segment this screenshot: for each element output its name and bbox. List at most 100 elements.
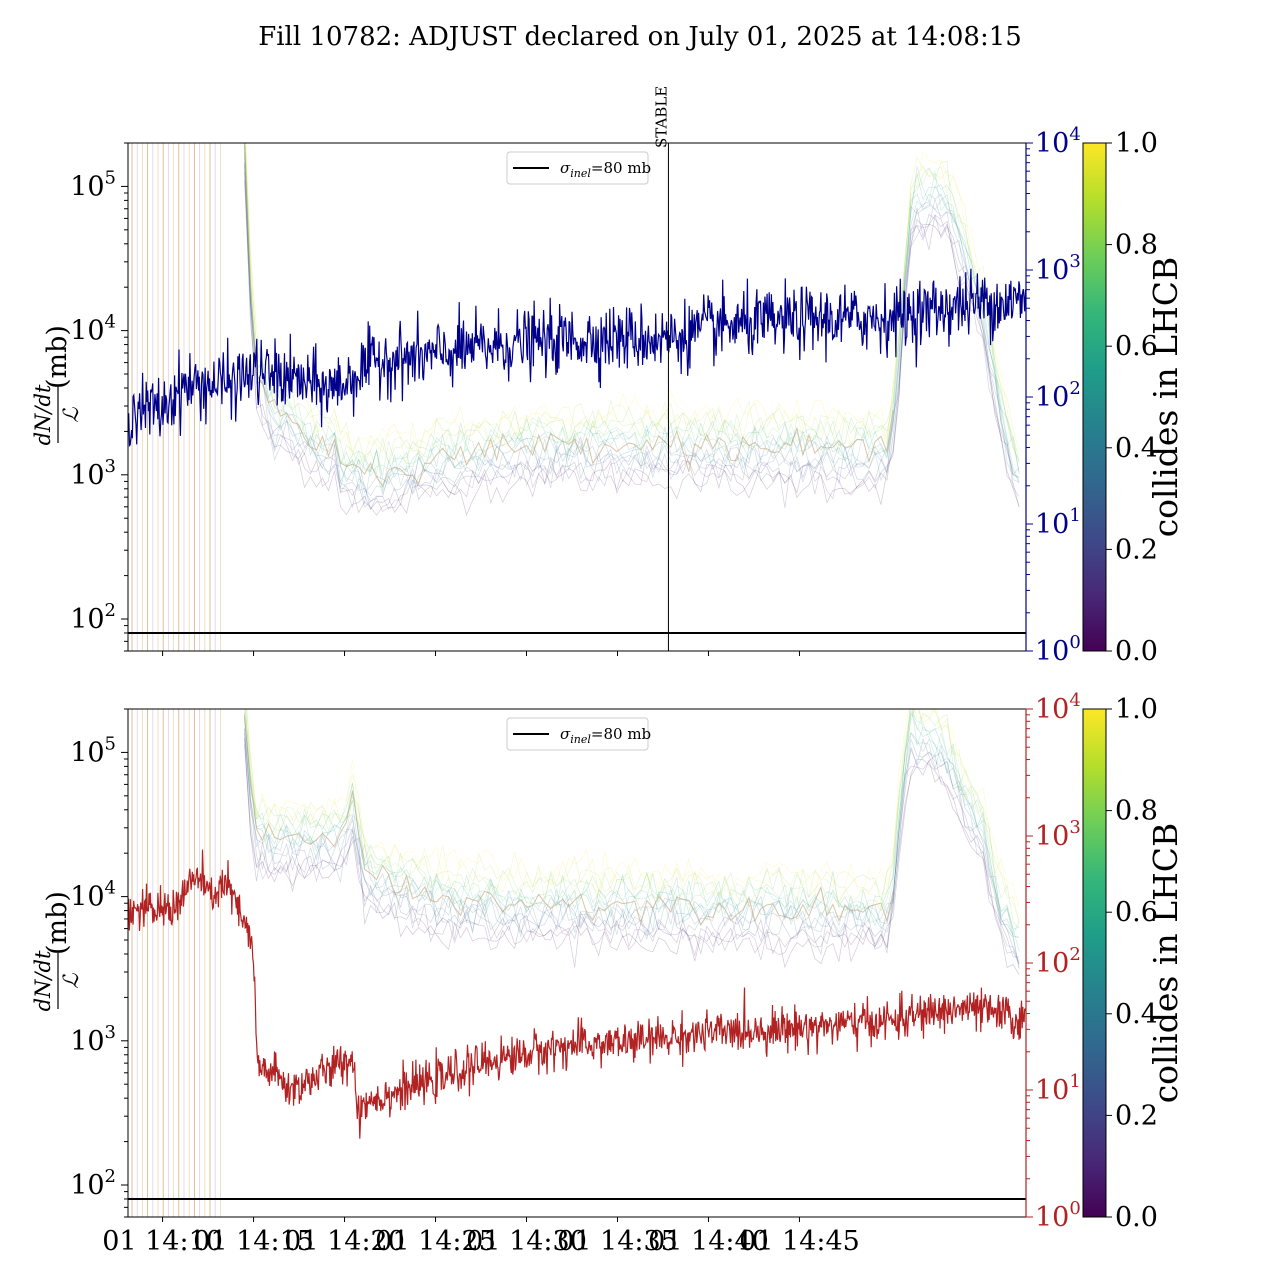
bunch-series-line [244,727,1020,969]
tick-exponent: 2 [1069,944,1080,965]
tick-base: 10 [1035,1075,1069,1106]
colorbar: 0.0 0.2 0.4 0.6 0.8 1.0 collides in LHCB [1082,694,1185,1233]
tick-exponent: 4 [1069,124,1080,145]
ylabel-unit: (mb) [42,325,73,389]
right-tick-label: 104 [1035,124,1081,159]
legend-box [506,717,649,751]
tick-exponent: 2 [1069,378,1080,399]
colorbar-tick-label: 0.6 [1115,897,1158,928]
bunch-series-line [245,143,1020,464]
legend: σinel=80 mb [506,717,651,751]
colorbar-gradient [1082,142,1107,652]
legend-subscript: inel [570,167,591,180]
plot-area [128,143,1026,651]
tick-base: 10 [70,171,104,202]
bunch-average-line [244,145,894,487]
bunch-series-line [246,709,1020,908]
stable-label: STABLE [652,86,670,148]
tick-base: 10 [70,1170,104,1201]
tick-exponent: 3 [105,456,116,477]
right-tick-label: 100 [1035,1198,1081,1233]
ylabel-denominator: ℒ [59,973,83,989]
left-axis-label: dN/dt ℒ (mb) [31,325,83,445]
ylabel-numerator: dN/dt [31,950,55,1011]
tick-exponent: 2 [105,600,116,621]
colorbar-tick-label: 1.0 [1115,694,1158,725]
legend-symbol: σ [560,725,571,743]
tick-exponent: 0 [1069,1198,1080,1219]
axes-frame [127,142,1027,652]
tick-base: 10 [70,737,104,768]
legend: σinel=80 mb [506,151,651,185]
bunch-series-line [244,180,1020,517]
ylabel-unit: (mb) [42,891,73,955]
tick-base: 10 [1035,636,1069,667]
right-tick-label: 102 [1035,944,1081,979]
x-tick-label: 01 14:40 [648,1226,769,1257]
colorbar-tick-label: 0.8 [1115,796,1158,827]
bunch-series-line [244,709,1020,928]
legend-subscript: inel [570,733,591,746]
tick-exponent: 1 [1069,505,1080,526]
tick-base: 10 [70,460,104,491]
legend-rest: =80 mb [591,725,651,743]
colorbar-label: collides in LHCB [1146,257,1185,538]
left-tick-label: 104 [70,878,116,913]
colorbar-tick-label: 0.0 [1115,1202,1158,1233]
tick-exponent: 4 [1069,690,1080,711]
tick-base: 10 [70,316,104,347]
legend-box [506,151,649,185]
legend-rest: =80 mb [591,159,651,177]
bunch-series-line [244,736,1020,968]
x-tick-label: 01 14:35 [557,1226,678,1257]
plot-area [128,709,1026,1217]
right-tick-label: 103 [1035,251,1081,286]
bunch-series-line [244,143,1020,476]
colorbar-gradient [1082,708,1107,1218]
tick-exponent: 0 [1069,632,1080,653]
right-tick-label: 100 [1035,632,1081,667]
bunch-series-line [244,153,1020,496]
bunch-series-line [245,143,1020,458]
bunch-series-line [244,709,1020,952]
bunch-series-line [244,728,1020,965]
bunch-series-line [244,164,1020,512]
bunch-series-line [244,152,1020,497]
bunch-series-line [244,709,1020,938]
right-tick-label: 101 [1035,505,1081,540]
tick-base: 10 [1035,255,1069,286]
tick-exponent: 5 [105,167,116,188]
colorbar-tick-label: 0.4 [1115,999,1158,1030]
legend-symbol: σ [560,159,571,177]
tick-base: 10 [1035,128,1069,159]
bunch-series-line [244,738,1020,961]
tick-exponent: 2 [105,1166,116,1187]
tick-exponent: 4 [105,878,116,899]
left-tick-label: 102 [70,600,116,635]
colorbar-tick-label: 0.6 [1115,331,1158,362]
bunch-series-line [244,143,1020,486]
left-tick-label: 103 [70,1022,116,1057]
bunch-series-line [246,709,1020,924]
left-axis-label: dN/dt ℒ (mb) [31,891,83,1011]
x-axis [162,651,800,656]
tick-base: 10 [70,604,104,635]
tick-exponent: 1 [1069,1071,1080,1092]
left-tick-label: 103 [70,456,116,491]
bunch-series-line [244,143,1020,503]
tick-base: 10 [1035,694,1069,725]
right-axis-series-line [128,849,1026,1139]
right-tick-label: 101 [1035,1071,1081,1106]
ylabel-denominator: ℒ [59,407,83,423]
colorbar-tick-label: 1.0 [1115,128,1158,159]
chart-title: Fill 10782: ADJUST declared on July 01, … [258,22,1022,52]
bunch-series-line [244,712,1020,930]
legend-label: σinel=80 mb [560,725,651,746]
tick-base: 10 [1035,382,1069,413]
ylabel-numerator: dN/dt [31,384,55,445]
